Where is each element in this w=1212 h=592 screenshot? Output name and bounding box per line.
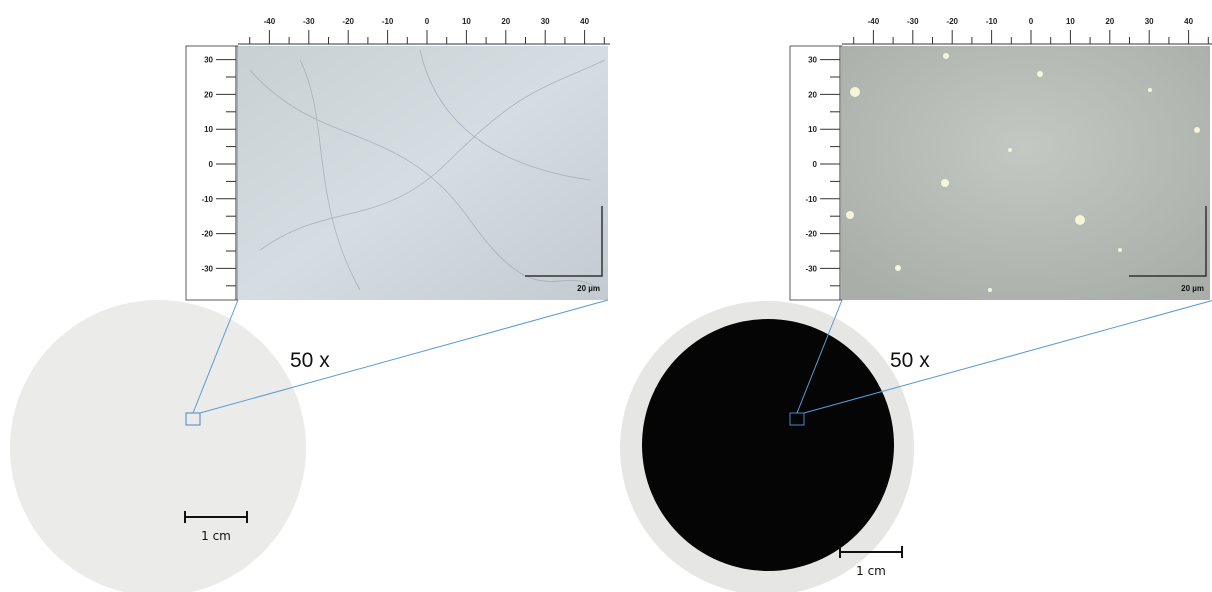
scale-label: 20 µm [1181,284,1204,293]
tick-label: 10 [808,125,817,134]
tick-label: 40 [580,17,589,26]
tick-label: -50 [224,17,236,26]
magnification: 50 x [890,349,930,372]
tick-label: -30 [907,17,919,26]
scale-label: 20 µm [577,284,600,293]
tick-label: 0 [425,17,430,26]
tick-label: 20 [204,90,213,99]
tick-label: -10 [382,17,394,26]
inset-ruler-y [790,46,842,300]
tick-label: -10 [201,195,213,204]
tick-label: 30 [808,56,817,65]
tick-label: -20 [946,17,958,26]
ruler-x: -50 -40 -30 -20 -10 0 10 20 30 40 [828,17,1212,44]
tick-label: 0 [209,160,214,169]
tick-label: -30 [303,17,315,26]
tick-label: 30 [1145,17,1154,26]
tick-label: 30 [541,17,550,26]
tick-label: 0 [1029,17,1034,26]
tick-label: 20 [501,17,510,26]
tick-label: -20 [805,230,817,239]
tick-label: 20 [1105,17,1114,26]
tick-label: 10 [462,17,471,26]
tick-label: 30 [204,56,213,65]
tick-label: -40 [868,17,880,26]
tick-label: -10 [986,17,998,26]
tick-label: -50 [828,17,840,26]
disc-scale-label: 1 cm [856,564,886,578]
tick-label: -40 [264,17,276,26]
tick-label: 10 [1066,17,1075,26]
tick-label: 20 [808,90,817,99]
tick-label: -20 [342,17,354,26]
tick-label: -10 [805,195,817,204]
tick-label: 40 [1184,17,1193,26]
tick-label: 0 [813,160,818,169]
tick-label: -30 [201,264,213,273]
disc-scale-label: 1 cm [201,529,231,543]
tick-label: -20 [201,230,213,239]
inset-ruler-y [186,46,238,300]
ruler-x: -50 -40 -30 -20 -10 0 10 20 30 40 [224,17,612,44]
tick-label: -30 [805,264,817,273]
magnification: 50 x [290,349,330,372]
inset-image [842,46,1210,300]
coated-disc-center [642,319,894,571]
figure: -50 -40 -30 -20 -10 0 10 20 30 40 30 20 10 0 -10 -20 -30… [0,0,1212,592]
tick-label: 10 [204,125,213,134]
white-disc [10,300,306,592]
